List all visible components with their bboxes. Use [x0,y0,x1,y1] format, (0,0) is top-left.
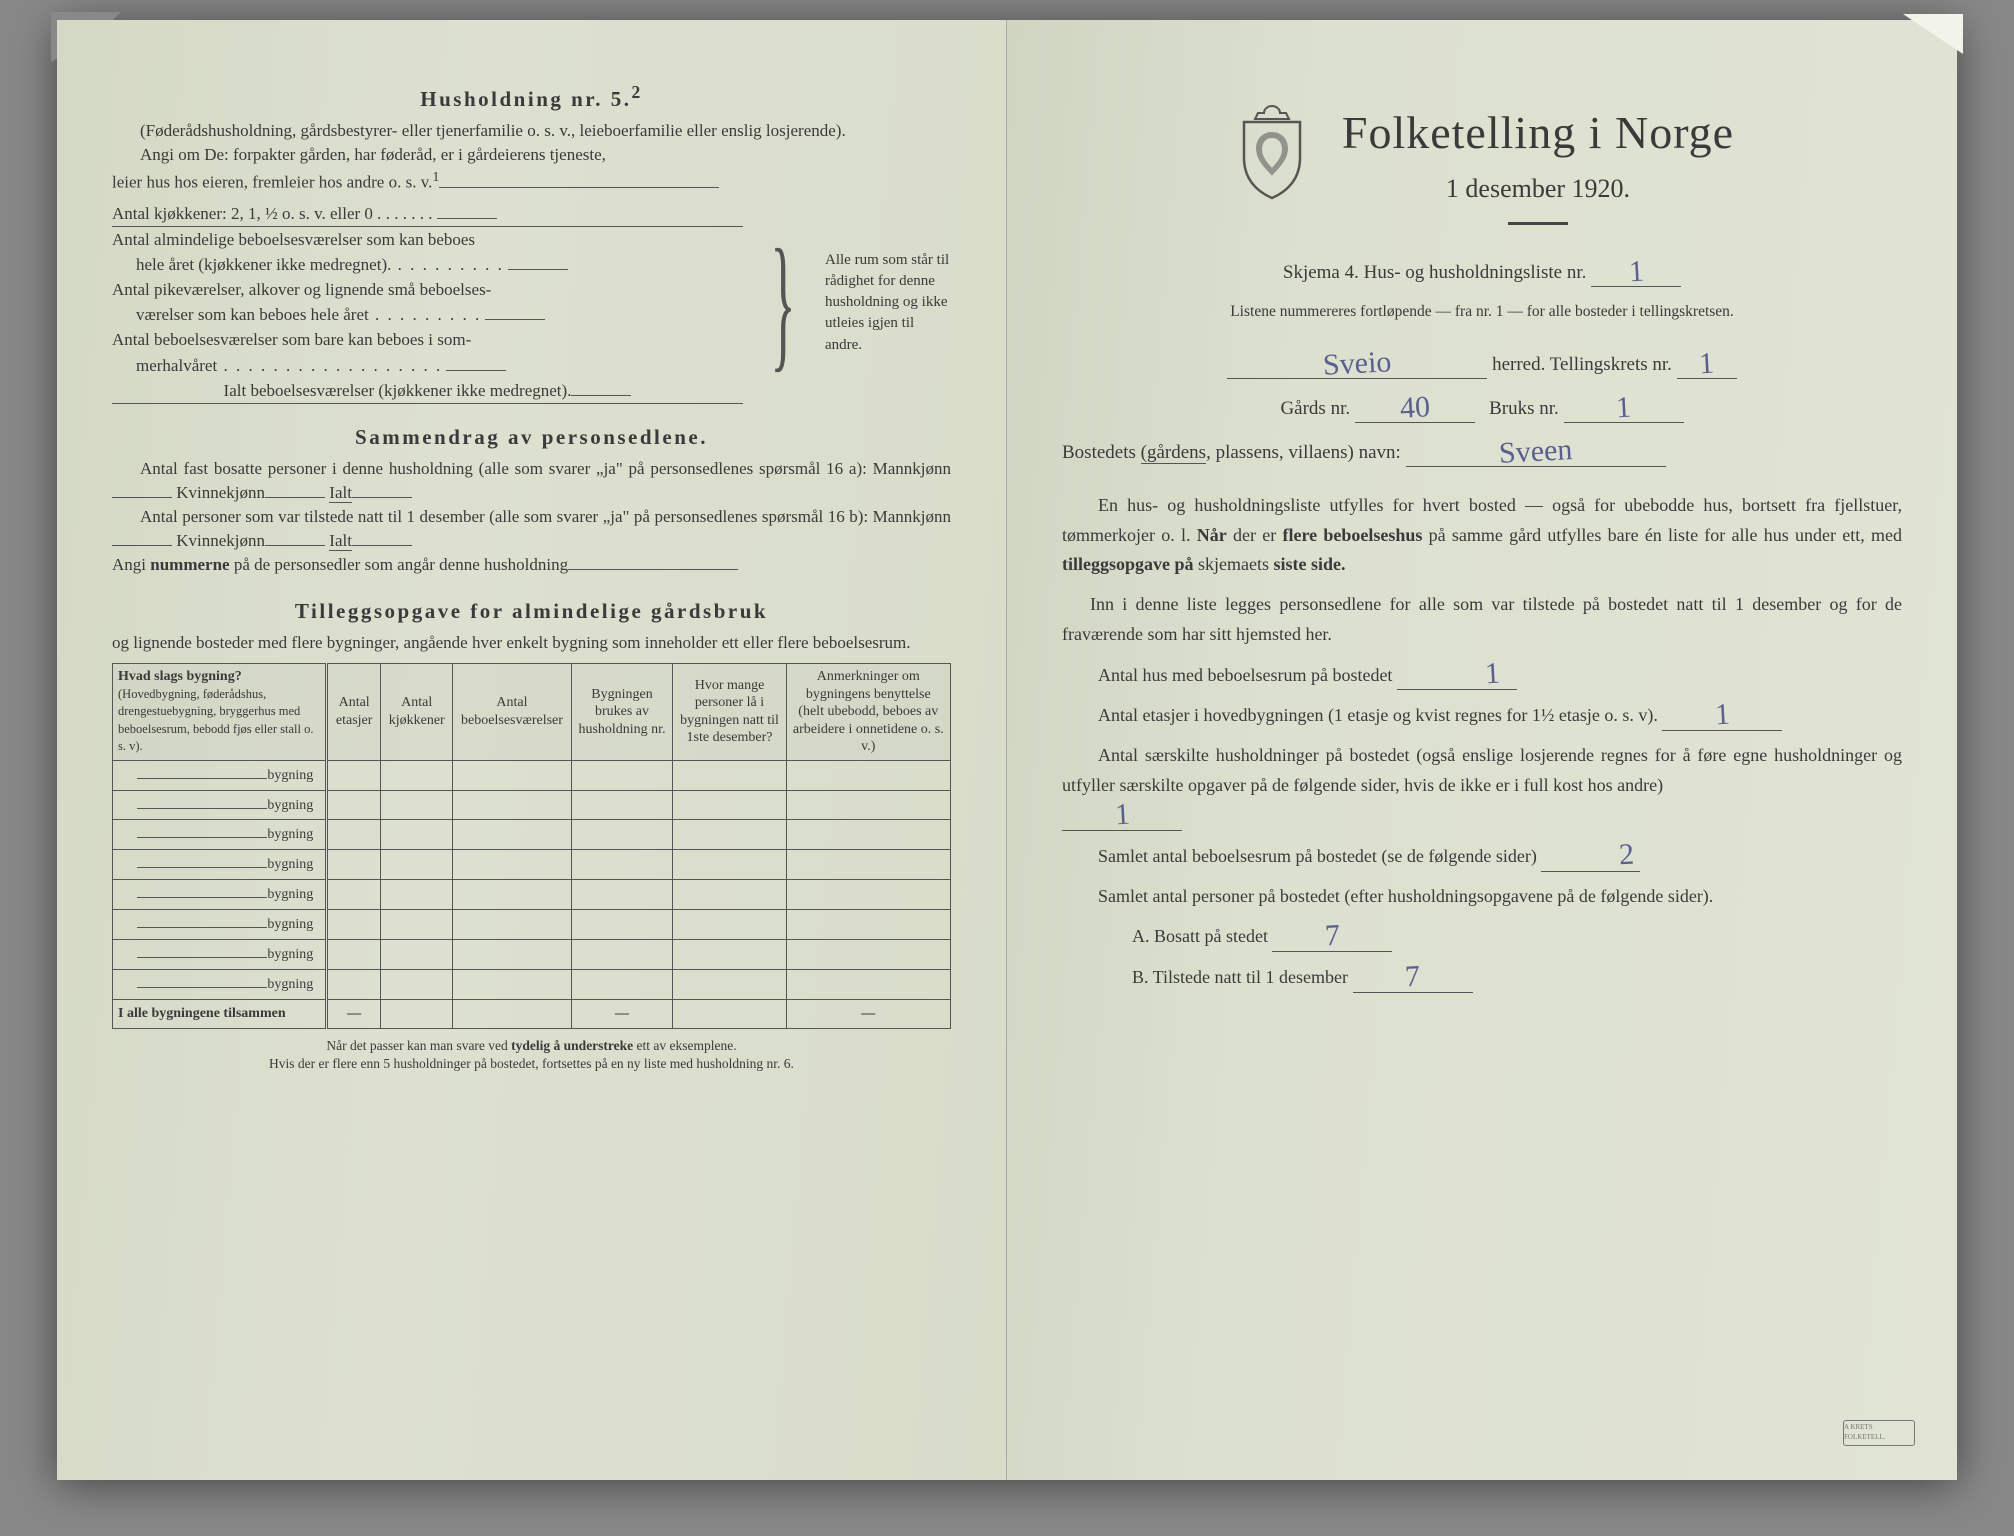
value-q4: 2 [1577,843,1641,867]
q1: Antal hus med beboelsesrum på bostedet 1 [1062,660,1902,691]
table-row: bygning [113,820,951,850]
document-spread: Husholdning nr. 5.2 (Føderådshusholdning… [57,20,1957,1480]
row-bosted: Bostedets (gårdens, plassens, villaens) … [1062,437,1902,467]
table-row: bygning [113,760,951,790]
heading-husholdning: Husholdning nr. 5.2 [112,80,951,115]
table-row: bygning [113,790,951,820]
value-gard: 40 [1393,396,1436,419]
row-gard: Gårds nr. 40 Bruks nr. 1 [1062,393,1902,423]
value-bruk: 1 [1610,396,1638,418]
para-s1: Antal fast bosatte personer i denne hush… [112,457,951,505]
page-right: Folketelling i Norge 1 desember 1920. Sk… [1007,20,1957,1480]
title-row: Folketelling i Norge 1 desember 1920. [1062,100,1902,243]
table-row: bygning [113,850,951,880]
heading-tillegg: Tilleggsopgave for almindelige gårdsbruk [112,597,951,627]
q4: Samlet antal beboelsesrum på bostedet (s… [1062,841,1902,872]
body-1: En hus- og husholdningsliste utfylles fo… [1062,491,1902,580]
value-krets: 1 [1693,352,1721,374]
printer-stamp: A KRETS FOLKETELL. [1843,1420,1915,1446]
page-left: Husholdning nr. 5.2 (Føderådshusholdning… [57,20,1007,1480]
para-leier: leier hus hos eieren, fremleier hos andr… [112,167,951,195]
para-t1: og lignende bosteder med flere bygninger… [112,631,951,655]
value-q2: 1 [1708,704,1736,726]
table-row: bygning [113,910,951,940]
para-foderaad: (Føderådshusholdning, gårdsbestyrer- ell… [112,119,951,143]
qB: B. Tilstede natt til 1 desember 7 [1062,962,1902,993]
corner-fold-tr [1903,14,1963,54]
heading-sammendrag: Sammendrag av personsedlene. [112,423,951,453]
table-row: bygning [113,969,951,999]
title-sub: 1 desember 1920. [1342,171,1734,208]
qA: A. Bosatt på stedet 7 [1062,921,1902,952]
q5: Samlet antal personer på bostedet (efter… [1062,882,1902,912]
para-s2: Antal personer som var tilstede natt til… [112,505,951,553]
value-qA: 7 [1318,925,1346,947]
table-row: bygning [113,939,951,969]
curly-brace-icon: } [770,244,795,361]
q3: Antal særskilte husholdninger på bostede… [1062,741,1902,831]
listnote: Listene nummereres fortløpende — fra nr.… [1062,301,1902,323]
table-row: bygning [113,880,951,910]
coat-of-arms-icon [1230,100,1314,200]
value-qB: 7 [1398,965,1426,987]
table-total-row: I alle bygningene tilsammen——— [113,999,951,1028]
body-2: Inn i denne liste legges personsedlene f… [1062,590,1902,649]
title-rule [1508,222,1568,225]
q2: Antal etasjer i hovedbygningen (1 etasje… [1062,700,1902,731]
value-q3: 1 [1108,804,1136,826]
value-bosted: Sveen [1492,439,1578,464]
brace-note: Alle rum som står til rådighet for denne… [811,201,951,405]
para-s3: Angi nummerne på de personsedler som ang… [112,553,951,577]
value-herred: Sveio [1317,351,1398,376]
row-skjema: Skjema 4. Hus- og husholdningsliste nr. … [1062,257,1902,287]
title-main: Folketelling i Norge [1342,100,1734,165]
para-angi: Angi om De: forpakter gården, har føderå… [112,143,951,167]
bygning-table: Hvad slags bygning?(Hovedbygning, føderå… [112,663,951,1028]
row-herred: Sveio herred. Tellingskrets nr. 1 [1062,349,1902,379]
value-liste-nr: 1 [1622,261,1650,283]
brace-block: Antal kjøkkener: 2, 1, ½ o. s. v. eller … [112,201,951,405]
value-q1: 1 [1443,662,1507,686]
footnote: Når det passer kan man svare ved tydelig… [112,1037,951,1073]
